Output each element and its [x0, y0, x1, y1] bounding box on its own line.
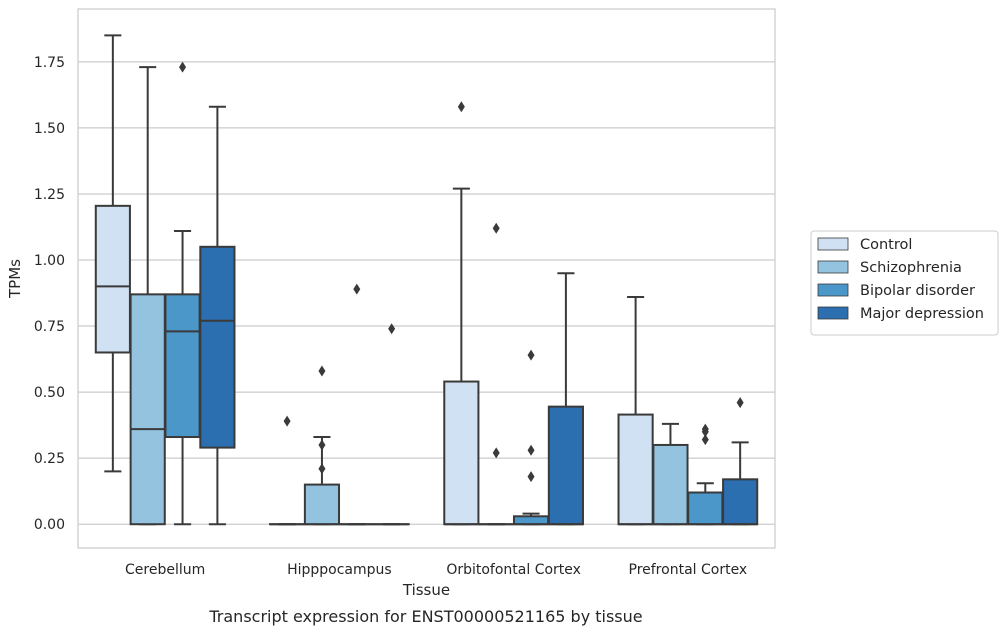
box-4-2	[652, 422, 689, 526]
outlier-point	[701, 426, 709, 438]
y-tick-label: 0.75	[34, 319, 65, 335]
y-axis-title: TPMs	[6, 259, 24, 299]
iqr-box	[129, 293, 166, 526]
x-tick-label: Cerebellum	[125, 562, 205, 578]
box-2-1	[269, 415, 306, 526]
legend-label: Bipolar disorder	[860, 283, 975, 299]
y-tick-label: 1.00	[34, 253, 65, 269]
iqr-box	[687, 491, 724, 526]
box-2-4	[373, 323, 410, 526]
y-tick-label: 1.50	[34, 121, 65, 137]
box-3-3	[512, 349, 550, 526]
box-4-3	[687, 423, 724, 526]
iqr-box	[512, 515, 550, 526]
legend-label: Schizophrenia	[860, 260, 962, 276]
box-1-2	[129, 66, 166, 526]
legend-swatch	[817, 260, 849, 274]
legend-swatch	[817, 306, 849, 320]
outlier-point	[527, 444, 535, 456]
figure-caption: Transcript expression for ENST0000052116…	[208, 607, 642, 626]
y-tick-label: 1.75	[34, 55, 65, 71]
outlier-point	[701, 434, 709, 446]
outlier-point	[353, 283, 361, 295]
x-axis-title: Tissue	[402, 581, 450, 599]
y-tick-label: 0.50	[34, 385, 65, 401]
outlier-point	[736, 397, 744, 409]
outlier-point	[527, 349, 535, 361]
box-1-1	[94, 34, 131, 473]
legend-swatch	[817, 283, 849, 297]
legend: Control Schizophrenia Bipolar disorder Majo…	[810, 230, 999, 336]
x-tick-labels: Cerebellum Hipppocampus Orbitofontal Corte…	[125, 562, 747, 578]
iqr-box	[547, 405, 584, 526]
box-1-3	[164, 61, 201, 526]
outlier-point	[318, 463, 326, 475]
legend-frame	[810, 230, 999, 336]
box-2-2	[303, 365, 341, 526]
legend-swatch	[817, 237, 849, 251]
outlier-point	[492, 222, 500, 234]
y-tick-label: 1.25	[34, 187, 65, 203]
box-3-2	[478, 222, 515, 526]
y-tick-labels: 0.00 0.25 0.50 0.75 1.00 1.25 1.50 1.75	[34, 55, 65, 533]
legend-label: Major depression	[860, 306, 984, 322]
legend-label: Control	[860, 237, 912, 253]
outlier-point	[318, 439, 326, 451]
outlier-point	[388, 323, 396, 335]
x-tick-label: Prefrontal Cortex	[629, 562, 748, 578]
iqr-box	[443, 380, 480, 526]
outlier-point	[457, 101, 465, 113]
box-1-4	[199, 105, 236, 526]
box-4-4	[722, 397, 759, 526]
iqr-box	[652, 443, 689, 526]
iqr-box	[722, 478, 759, 526]
box-4-1	[617, 295, 654, 526]
outlier-point	[318, 365, 326, 377]
x-tick-label: Orbitofontal Cortex	[446, 562, 581, 578]
outlier-point	[527, 471, 535, 483]
outlier-point	[179, 61, 187, 73]
box-3-1	[443, 101, 480, 526]
iqr-box	[199, 245, 236, 449]
iqr-box	[94, 204, 131, 354]
y-tick-label: 0.00	[34, 517, 65, 533]
box-plot-boxes	[94, 34, 759, 526]
iqr-box	[617, 413, 654, 526]
outlier-point	[492, 447, 500, 459]
iqr-box	[164, 293, 201, 439]
plot-frame	[77, 8, 776, 549]
y-tick-label: 0.25	[34, 451, 65, 467]
iqr-box	[303, 483, 341, 526]
outlier-point	[283, 415, 291, 427]
x-tick-label: Hipppocampus	[287, 562, 392, 578]
box-2-3	[338, 283, 375, 526]
box-3-4	[547, 272, 584, 526]
